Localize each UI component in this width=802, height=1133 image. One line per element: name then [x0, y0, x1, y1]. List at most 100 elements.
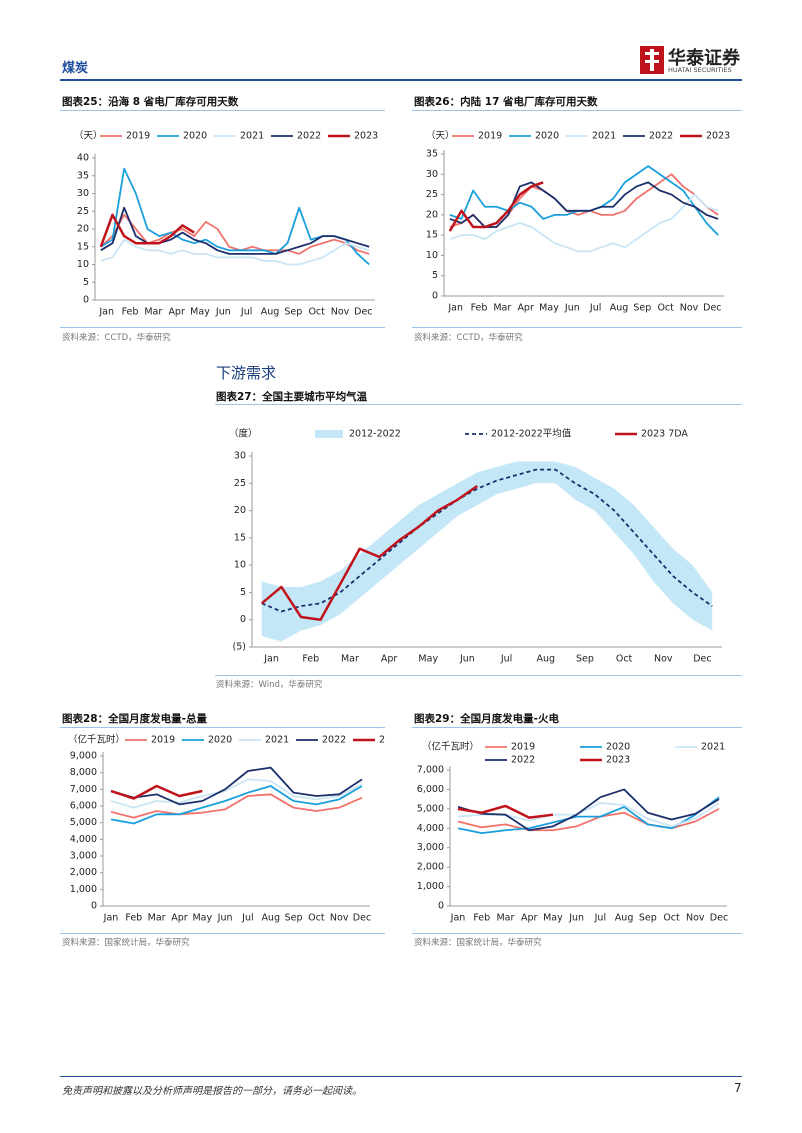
- y-tick-label: 0: [240, 614, 246, 625]
- figure-title: 图表25：沿海 8 省电厂库存可用天数: [62, 96, 239, 108]
- series-line: [99, 213, 195, 248]
- source: 资料来源：国家统计局，华泰研究: [414, 938, 542, 948]
- x-tick-label: Apr: [171, 913, 188, 924]
- y-tick-label: 3,000: [70, 851, 97, 862]
- x-tick-label: Apr: [168, 307, 185, 318]
- x-tick-label: Jun: [215, 307, 231, 318]
- y-tick-label: 6,000: [70, 801, 97, 812]
- x-tick-label: Jul: [241, 913, 253, 924]
- y-tick-label: 7,000: [70, 784, 97, 795]
- x-tick-label: Aug: [610, 303, 629, 314]
- y-tick-label: 0: [91, 901, 97, 912]
- series-line: [100, 206, 370, 255]
- x-tick-label: Jun: [459, 654, 475, 665]
- series-line: [449, 193, 719, 253]
- x-tick-label: May: [190, 307, 210, 318]
- chart: （亿千瓦时） 0 1,000 2,000 3,000 4,000 5,000 6,000 7,0…: [417, 741, 728, 924]
- x-tick-label: Jan: [103, 913, 119, 924]
- legend-label: 2023: [354, 131, 378, 142]
- x-tick-label: Sep: [639, 913, 657, 924]
- x-tick-label: Dec: [693, 654, 711, 665]
- y-tick-label: 15: [77, 241, 89, 252]
- legend-label: 2021: [592, 131, 616, 142]
- x-tick-label: Sep: [284, 307, 302, 318]
- chart: （亿千瓦时） 0 1,000 2,000 3,000 4,000 5,000 6,000 7,0…: [68, 734, 385, 924]
- series-line: [448, 181, 544, 232]
- chart: （天） 0 5 10 15 20 25 30 35 Jan Feb Mar Apr May Jun Jul Au…: [426, 130, 730, 314]
- legend-label: 2019: [151, 735, 175, 746]
- x-tick-label: Jun: [564, 303, 580, 314]
- x-tick-label: Dec: [353, 913, 371, 924]
- x-tick-label: Nov: [331, 307, 350, 318]
- legend-label: 2020: [535, 131, 559, 142]
- y-tick-label: 25: [426, 189, 438, 200]
- x-tick-label: Mar: [148, 913, 166, 924]
- legend-label: 2020: [606, 742, 630, 753]
- y-tick-label: 35: [77, 170, 89, 181]
- y-tick-label: 2,000: [417, 862, 444, 873]
- logo-text: 华泰证券: [668, 48, 740, 69]
- y-tick-label: 2,000: [70, 867, 97, 878]
- series-line: [457, 788, 720, 832]
- logo-subtext: HUATAI SECURITIES: [668, 66, 732, 74]
- rule: [60, 933, 385, 934]
- x-tick-label: Jun: [568, 913, 584, 924]
- logo-icon: [640, 46, 664, 74]
- y-tick-label: 0: [432, 291, 438, 302]
- y-tick-label: 4,000: [417, 823, 444, 834]
- y-tick-label: 5: [83, 277, 89, 288]
- x-tick-label: Mar: [341, 654, 359, 665]
- y-tick-label: 20: [77, 224, 89, 235]
- legend-label: 2020: [183, 131, 207, 142]
- unit-label: （度）: [229, 428, 258, 440]
- series-line: [100, 213, 370, 255]
- y-tick-label: 0: [83, 295, 89, 306]
- x-tick-label: Apr: [521, 913, 538, 924]
- x-tick-label: May: [539, 303, 559, 314]
- x-tick-label: Mar: [496, 913, 514, 924]
- legend-label: 2022: [297, 131, 321, 142]
- unit-label: （天）: [426, 130, 455, 142]
- x-tick-label: Apr: [517, 303, 534, 314]
- x-tick-label: Jan: [447, 303, 463, 314]
- x-tick-label: Apr: [381, 654, 398, 665]
- rule: [60, 327, 385, 328]
- x-tick-label: Sep: [576, 654, 594, 665]
- y-tick-label: 15: [234, 532, 246, 543]
- page-number: 7: [734, 1081, 742, 1095]
- rule: [412, 110, 742, 111]
- legend-label: 2023: [606, 755, 630, 766]
- legend-label: 2012-2022: [349, 429, 401, 440]
- series-line: [457, 808, 720, 832]
- series-line: [110, 785, 363, 825]
- x-tick-label: Feb: [471, 303, 488, 314]
- x-tick-label: May: [192, 913, 212, 924]
- series-line: [449, 173, 719, 228]
- legend-label: 2019: [478, 131, 502, 142]
- x-tick-label: May: [543, 913, 563, 924]
- legend-label: 2023 7DA: [641, 429, 688, 440]
- rule: [215, 404, 742, 405]
- x-tick-label: Oct: [663, 913, 680, 924]
- y-tick-label: 5: [240, 587, 246, 598]
- x-tick-label: Jul: [500, 654, 512, 665]
- series-line: [110, 766, 363, 806]
- series-line: [261, 468, 713, 613]
- figure-title: 图表29：全国月度发电量-火电: [414, 713, 559, 725]
- y-tick-label: 30: [234, 451, 246, 462]
- legend-label: 2021: [265, 735, 289, 746]
- y-tick-label: 10: [426, 250, 438, 261]
- x-tick-label: Feb: [302, 654, 319, 665]
- legend-label: 2022: [511, 755, 535, 766]
- disclaimer: 免责声明和披露以及分析师声明是报告的一部分，请务必一起阅读。: [62, 1086, 362, 1097]
- x-tick-label: Dec: [703, 303, 721, 314]
- x-tick-label: Dec: [354, 307, 372, 318]
- rule: [412, 327, 742, 328]
- figure-title: 图表27：全国主要城市平均气温: [216, 391, 368, 403]
- x-tick-label: Nov: [680, 303, 699, 314]
- y-tick-label: 1,000: [70, 884, 97, 895]
- y-tick-label: 25: [234, 478, 246, 489]
- y-tick-label: 7,000: [417, 765, 444, 776]
- x-tick-label: Jul: [594, 913, 606, 924]
